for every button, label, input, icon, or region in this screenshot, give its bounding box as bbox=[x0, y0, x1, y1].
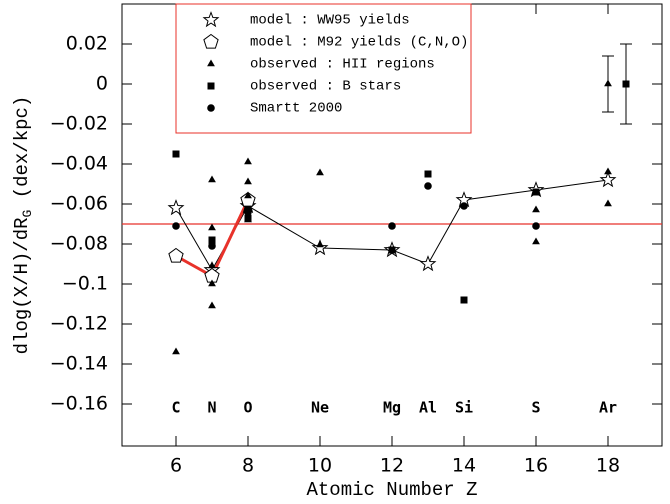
triangle-marker bbox=[316, 240, 324, 248]
legend-box bbox=[175, 3, 472, 134]
square-marker bbox=[172, 150, 180, 158]
legend-marker bbox=[202, 11, 220, 28]
legend-label: Smartt 2000 bbox=[250, 101, 342, 117]
triangle-marker bbox=[172, 347, 180, 355]
triangle-marker bbox=[532, 237, 540, 245]
legend-marker bbox=[203, 33, 219, 49]
circle-marker bbox=[424, 182, 432, 190]
x-tick-label: 6 bbox=[170, 455, 182, 477]
circle-marker bbox=[388, 222, 396, 230]
y-tick-label: −0.12 bbox=[50, 313, 108, 335]
square-marker bbox=[460, 296, 468, 304]
y-tick-label: −0.02 bbox=[50, 113, 108, 135]
triangle-marker bbox=[604, 199, 612, 207]
x-tick-label: 18 bbox=[596, 455, 620, 477]
legend-label: model : WW95 yields bbox=[250, 13, 410, 29]
pentagon-marker bbox=[168, 247, 184, 263]
x-tick-label: 14 bbox=[452, 455, 476, 477]
legend-marker bbox=[207, 59, 215, 67]
circle-marker bbox=[208, 242, 216, 250]
triangle-marker bbox=[604, 167, 612, 175]
y-tick-label: −0.06 bbox=[50, 193, 108, 215]
element-label: Ne bbox=[311, 399, 329, 417]
triangle-marker bbox=[208, 279, 216, 287]
legend-marker bbox=[207, 104, 215, 112]
y-label-main: dlog(X/H)/dR bbox=[11, 218, 33, 355]
y-tick-label: −0.08 bbox=[50, 233, 108, 255]
x-tick-label: 10 bbox=[308, 455, 332, 477]
element-label: Ar bbox=[599, 399, 617, 417]
circle-marker bbox=[532, 222, 540, 230]
square-marker bbox=[388, 246, 396, 254]
star-marker bbox=[419, 255, 437, 272]
triangle-marker bbox=[532, 205, 540, 213]
circle-marker bbox=[172, 222, 180, 230]
element-label: Al bbox=[419, 399, 437, 417]
y-tick-label: −0.16 bbox=[50, 393, 108, 415]
triangle-marker bbox=[208, 175, 216, 183]
legend-label: observed : B stars bbox=[250, 79, 401, 95]
x-tick-label: 12 bbox=[380, 455, 404, 477]
y-label-tail: (dex/kpc) bbox=[11, 96, 33, 210]
y-axis-label: dlog(X/H)/dRG (dex/kpc) bbox=[11, 96, 35, 355]
circle-marker bbox=[244, 208, 252, 216]
triangle-marker bbox=[604, 79, 612, 87]
y-tick-label: −0.04 bbox=[50, 153, 108, 175]
element-label: C bbox=[171, 399, 180, 417]
element-label: N bbox=[207, 399, 216, 417]
y-label-sub: G bbox=[20, 210, 35, 218]
legend-label: model : M92 yields (C,N,O) bbox=[250, 35, 468, 51]
x-tick-label: 8 bbox=[242, 455, 254, 477]
y-tick-label: 0 bbox=[96, 73, 108, 95]
element-label: Si bbox=[455, 399, 473, 417]
triangle-marker bbox=[208, 223, 216, 231]
triangle-marker bbox=[244, 191, 252, 199]
circle-marker bbox=[460, 202, 468, 210]
square-marker bbox=[532, 188, 540, 196]
y-tick-label: −0.14 bbox=[50, 353, 108, 375]
star-marker bbox=[599, 171, 617, 188]
x-axis-label: Atomic Number Z bbox=[306, 479, 477, 501]
star-marker bbox=[167, 199, 185, 216]
triangle-marker bbox=[208, 301, 216, 309]
y-tick-label: 0.02 bbox=[66, 33, 108, 55]
square-marker bbox=[244, 214, 252, 222]
triangle-marker bbox=[244, 177, 252, 185]
legend-marker bbox=[207, 82, 215, 90]
triangle-marker bbox=[316, 168, 324, 176]
square-marker bbox=[208, 236, 216, 244]
y-tick-label: −0.1 bbox=[62, 273, 108, 295]
square-marker bbox=[622, 80, 630, 88]
legend-label: observed : HII regions bbox=[250, 57, 435, 73]
element-label: S bbox=[531, 399, 540, 417]
triangle-marker bbox=[244, 157, 252, 165]
x-tick-label: 16 bbox=[524, 455, 548, 477]
square-marker bbox=[424, 170, 432, 178]
pentagon-marker bbox=[240, 191, 256, 207]
element-label: O bbox=[243, 399, 252, 417]
triangle-marker bbox=[208, 261, 216, 269]
element-label: Mg bbox=[383, 399, 401, 417]
